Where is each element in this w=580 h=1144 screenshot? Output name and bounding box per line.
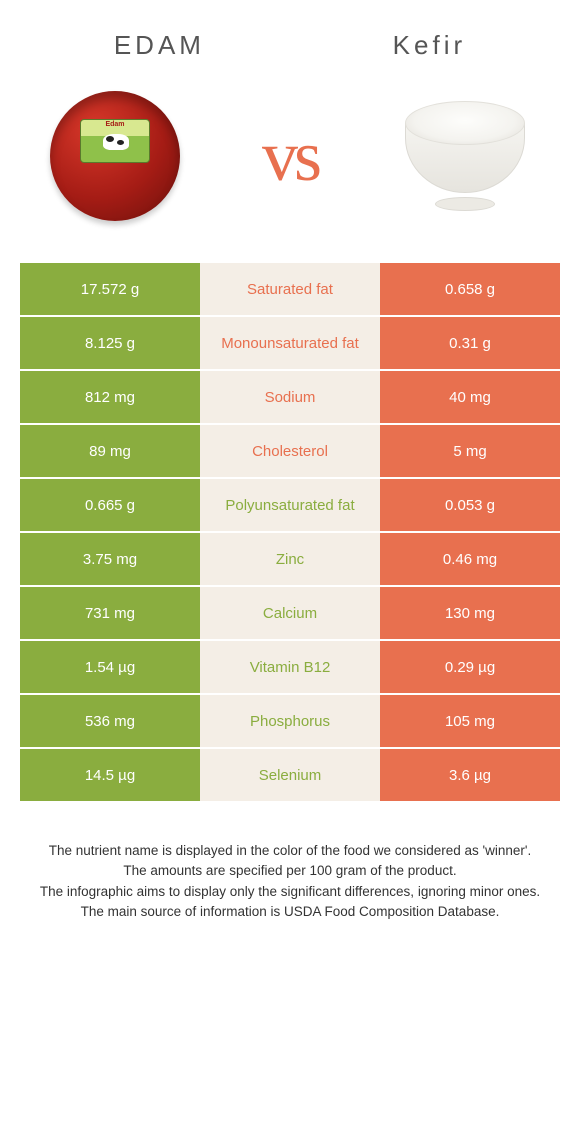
cell-left-value: 0.665 g (20, 479, 200, 531)
cell-right-value: 0.46 mg (380, 533, 560, 585)
footer-line: The amounts are specified per 100 gram o… (30, 861, 550, 881)
footer-line: The infographic aims to display only the… (30, 882, 550, 902)
footer-notes: The nutrient name is displayed in the co… (0, 801, 580, 922)
cell-right-value: 5 mg (380, 425, 560, 477)
table-row: 89 mgCholesterol5 mg (20, 423, 560, 477)
cell-right-value: 0.053 g (380, 479, 560, 531)
table-row: 536 mgPhosphorus105 mg (20, 693, 560, 747)
cell-nutrient-label: Cholesterol (200, 425, 380, 477)
cell-left-value: 731 mg (20, 587, 200, 639)
table-row: 1.54 µgVitamin B120.29 µg (20, 639, 560, 693)
cell-left-value: 14.5 µg (20, 749, 200, 801)
cell-nutrient-label: Vitamin B12 (200, 641, 380, 693)
cell-nutrient-label: Saturated fat (200, 263, 380, 315)
cell-left-value: 1.54 µg (20, 641, 200, 693)
table-row: 17.572 gSaturated fat0.658 g (20, 261, 560, 315)
cell-left-value: 3.75 mg (20, 533, 200, 585)
cell-right-value: 40 mg (380, 371, 560, 423)
footer-line: The nutrient name is displayed in the co… (30, 841, 550, 861)
food-right-title: Kefir (393, 30, 466, 61)
cell-left-value: 536 mg (20, 695, 200, 747)
images-row: Edam vs (0, 71, 580, 261)
cell-left-value: 812 mg (20, 371, 200, 423)
cell-left-value: 8.125 g (20, 317, 200, 369)
comparison-table: 17.572 gSaturated fat0.658 g8.125 gMonou… (0, 261, 580, 801)
cell-nutrient-label: Polyunsaturated fat (200, 479, 380, 531)
header: EDAM Kefir (0, 0, 580, 71)
cell-right-value: 0.658 g (380, 263, 560, 315)
cell-right-value: 0.29 µg (380, 641, 560, 693)
table-row: 731 mgCalcium130 mg (20, 585, 560, 639)
cell-nutrient-label: Sodium (200, 371, 380, 423)
cell-right-value: 0.31 g (380, 317, 560, 369)
cell-nutrient-label: Calcium (200, 587, 380, 639)
kefir-image (390, 81, 540, 231)
table-row: 14.5 µgSelenium3.6 µg (20, 747, 560, 801)
cell-nutrient-label: Zinc (200, 533, 380, 585)
edam-image: Edam (40, 81, 190, 231)
cell-left-value: 89 mg (20, 425, 200, 477)
vs-text: vs (262, 115, 318, 198)
cell-left-value: 17.572 g (20, 263, 200, 315)
food-left-title: EDAM (114, 30, 205, 61)
cell-right-value: 105 mg (380, 695, 560, 747)
cell-nutrient-label: Selenium (200, 749, 380, 801)
cell-right-value: 130 mg (380, 587, 560, 639)
table-row: 0.665 gPolyunsaturated fat0.053 g (20, 477, 560, 531)
cell-nutrient-label: Monounsaturated fat (200, 317, 380, 369)
footer-line: The main source of information is USDA F… (30, 902, 550, 922)
table-row: 812 mgSodium40 mg (20, 369, 560, 423)
cell-right-value: 3.6 µg (380, 749, 560, 801)
cell-nutrient-label: Phosphorus (200, 695, 380, 747)
table-row: 3.75 mgZinc0.46 mg (20, 531, 560, 585)
table-row: 8.125 gMonounsaturated fat0.31 g (20, 315, 560, 369)
